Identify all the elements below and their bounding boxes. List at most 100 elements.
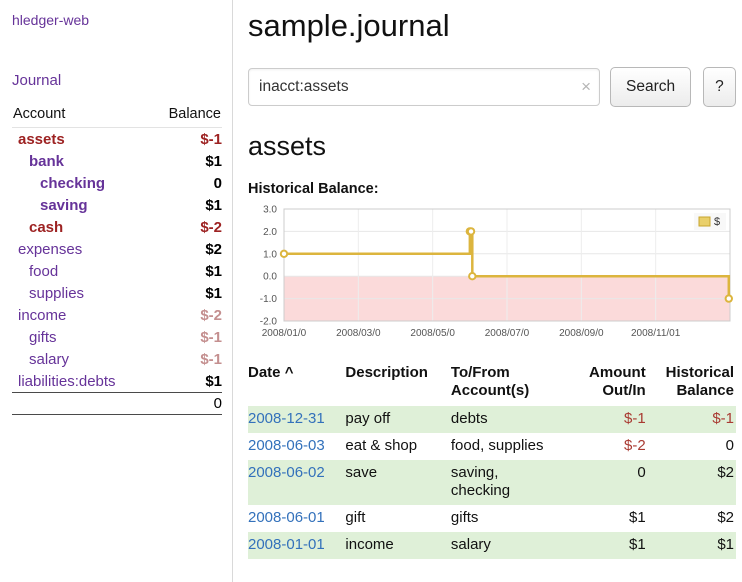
account-link-supplies[interactable]: supplies (29, 284, 85, 302)
register-cell-amount: 0 (637, 463, 646, 481)
account-balance: $2 (205, 240, 222, 258)
account-balance: $1 (205, 152, 222, 170)
register-cell-amount: $-2 (624, 436, 646, 454)
register-cell-description: eat & shop (345, 436, 418, 454)
search-form: × Search ? (248, 67, 736, 107)
svg-text:2008/07/0: 2008/07/0 (485, 328, 530, 339)
register-row: 2008-06-03 eat & shop food, supplies $-2 0 (248, 433, 736, 460)
account-row: expenses $2 (12, 238, 222, 260)
page-title: sample.journal (248, 8, 450, 43)
account-link-cash[interactable]: cash (29, 218, 64, 236)
register-cell-amount: $1 (629, 509, 646, 526)
register-row: 2008-01-01 income salary $1 $1 (248, 531, 736, 559)
search-help-button[interactable]: ? (703, 67, 736, 107)
account-row: supplies $1 (12, 282, 222, 304)
account-balance: $-2 (200, 306, 222, 324)
account-link-checking[interactable]: checking (40, 174, 106, 192)
svg-text:2008/01/0: 2008/01/0 (262, 328, 307, 339)
transaction-date-link[interactable]: 2008-06-03 (248, 436, 325, 454)
sidebar-item-journal[interactable]: Journal (12, 72, 62, 89)
account-balance: $-2 (200, 218, 222, 236)
account-link-food[interactable]: food (29, 262, 59, 280)
account-balance: $1 (205, 196, 222, 214)
sidebar: hledger-web Journal Account Balance asse… (0, 0, 233, 582)
main-panel: sample.journal × Search ? assets Histori… (234, 0, 742, 582)
brand-link[interactable]: hledger-web (12, 12, 90, 28)
search-input[interactable] (248, 68, 600, 106)
account-row: liabilities:debts $1 (12, 370, 222, 393)
account-name-cell: supplies (12, 282, 150, 304)
register-cell-date: 2008-06-02 (248, 460, 345, 506)
register-header-row: Date ^ Description To/From Account(s) Am… (248, 364, 736, 406)
account-row: gifts $-1 (12, 326, 222, 348)
accounts-table: Account Balance assets $-1 bank $1 checking 0… (12, 105, 222, 415)
account-name-cell: bank (12, 150, 150, 172)
register-cell-balance: $2 (717, 509, 734, 526)
transaction-date-link[interactable]: 2008-12-31 (248, 410, 325, 427)
accounts-total-spacer (12, 392, 150, 415)
account-balance: $1 (205, 262, 222, 280)
register-cell-balance: $-1 (712, 410, 734, 427)
register-cell-date: 2008-06-03 (248, 433, 345, 460)
account-name-cell: expenses (12, 238, 150, 260)
account-balance: $-1 (200, 328, 222, 346)
svg-text:2008/05/0: 2008/05/0 (410, 328, 455, 339)
svg-text:2008/11/01: 2008/11/01 (631, 328, 681, 339)
sort-ascending-icon: ^ (284, 364, 294, 381)
clear-search-icon[interactable]: × (581, 77, 591, 97)
account-row: saving $1 (12, 194, 222, 216)
account-row: salary $-1 (12, 348, 222, 370)
register-cell-description: gift (345, 509, 366, 526)
transaction-date-link[interactable]: 2008-06-02 (248, 463, 325, 481)
account-name-cell: food (12, 260, 150, 282)
register-cell-accounts: food, supplies (450, 436, 544, 454)
account-balance: 0 (213, 174, 222, 192)
accounts-header-balance: Balance (149, 105, 222, 128)
account-balance: $1 (205, 284, 222, 302)
account-link-salary[interactable]: salary (29, 350, 70, 368)
svg-text:3.0: 3.0 (263, 205, 277, 216)
svg-text:$: $ (714, 216, 720, 228)
account-name-cell: income (12, 304, 150, 326)
account-link-liabilities-debts[interactable]: liabilities:debts (18, 372, 116, 390)
account-name-cell: assets (12, 128, 150, 151)
register-header-account: To/From Account(s) (450, 364, 530, 399)
chart-title: Historical Balance: (248, 181, 379, 197)
register-header-date[interactable]: Date ^ (248, 364, 345, 406)
svg-text:-2.0: -2.0 (260, 317, 278, 328)
account-row: bank $1 (12, 150, 222, 172)
account-balance: $1 (205, 372, 222, 390)
register-cell-balance: $1 (717, 535, 734, 553)
account-balance: $-1 (200, 130, 222, 148)
account-row: checking 0 (12, 172, 222, 194)
date-header-label: Date (248, 364, 281, 381)
account-link-expenses[interactable]: expenses (18, 240, 83, 258)
register-row: 2008-06-01 gift gifts $1 $2 (248, 505, 736, 532)
register-cell-date: 2008-01-01 (248, 532, 345, 559)
register-header-description: Description (345, 364, 428, 381)
accounts-total-balance: 0 (149, 392, 222, 415)
account-link-bank[interactable]: bank (29, 152, 65, 170)
register-body: 2008-12-31 pay off debts $-1 $-1 2008-06-03 ea… (248, 406, 736, 559)
register-cell-balance: $2 (717, 463, 734, 481)
account-link-assets[interactable]: assets (18, 130, 65, 148)
transaction-date-link[interactable]: 2008-01-01 (248, 535, 325, 553)
account-row: assets $-1 (12, 128, 222, 151)
svg-text:2008/03/0: 2008/03/0 (336, 328, 381, 339)
account-link-saving[interactable]: saving (40, 196, 88, 214)
account-name-cell: gifts (12, 326, 150, 348)
register-row: 2008-06-02 save saving, checking 0 $2 (248, 459, 736, 506)
search-button[interactable]: Search (610, 67, 692, 107)
accounts-header-account: Account (12, 105, 150, 128)
svg-text:1.0: 1.0 (263, 249, 277, 260)
register-header-balance: Historical Balance (665, 364, 734, 399)
register-cell-accounts: debts (450, 410, 488, 427)
svg-text:0.0: 0.0 (263, 272, 277, 283)
transaction-date-link[interactable]: 2008-06-01 (248, 509, 325, 526)
account-link-gifts[interactable]: gifts (29, 328, 57, 346)
register-cell-accounts: gifts (450, 509, 479, 526)
register-cell-description: income (345, 535, 394, 553)
register-cell-amount: $-1 (624, 410, 646, 427)
account-link-income[interactable]: income (18, 306, 67, 324)
